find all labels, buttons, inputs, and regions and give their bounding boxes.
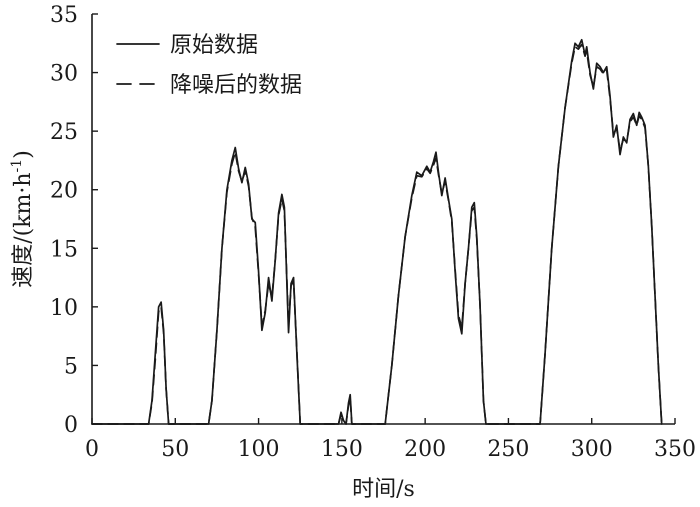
x-tick-label: 250 <box>487 437 529 462</box>
x-axis-title: 时间/s <box>352 477 415 502</box>
plot-area: 0 50 100 150 200 250 300 350 0 5 10 15 20 25 30 35 <box>50 3 696 462</box>
y-tick-label: 20 <box>50 179 78 204</box>
legend-label-raw: 原始数据 <box>170 33 258 58</box>
y-axis-title-close: ) <box>11 150 36 159</box>
legend-item-raw: 原始数据 <box>116 33 258 58</box>
series-group <box>91 38 663 425</box>
y-tick-label: 15 <box>50 237 78 262</box>
x-tick-label: 100 <box>238 437 280 462</box>
y-axis-title-superscript: -1 <box>9 159 25 173</box>
x-tick-label: 350 <box>654 437 696 462</box>
y-axis-title-main: 速度/(km·h <box>11 172 36 287</box>
y-tick-label: 25 <box>50 120 78 145</box>
y-tick-label: 10 <box>50 296 78 321</box>
x-tick-label: 50 <box>161 437 189 462</box>
y-tick-label: 35 <box>50 3 78 28</box>
y-tick-label: 30 <box>50 62 78 87</box>
series-line-denoised <box>91 43 663 425</box>
y-tick-label: 0 <box>64 413 78 438</box>
y-axis-ticks: 0 5 10 15 20 25 30 35 <box>50 3 98 438</box>
x-tick-label: 300 <box>571 437 613 462</box>
x-tick-label: 200 <box>404 437 446 462</box>
x-tick-label: 0 <box>85 437 99 462</box>
legend-label-denoised: 降噪后的数据 <box>170 73 302 98</box>
legend-item-denoised: 降噪后的数据 <box>116 73 302 98</box>
y-tick-label: 5 <box>64 354 78 379</box>
x-tick-label: 150 <box>321 437 363 462</box>
y-axis-title: 速度/(km·h-1) <box>9 150 36 288</box>
legend: 原始数据 降噪后的数据 <box>116 33 302 98</box>
x-axis-ticks: 0 50 100 150 200 250 300 350 <box>85 418 696 462</box>
